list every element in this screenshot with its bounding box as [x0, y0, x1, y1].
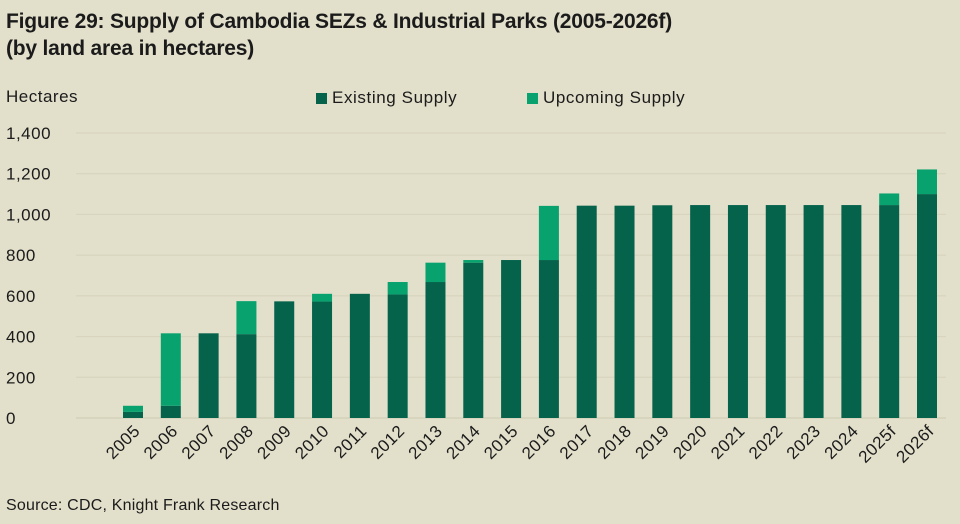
x-tick-label: 2010: [291, 421, 333, 463]
legend-label-upcoming: Upcoming Supply: [543, 88, 686, 107]
x-tick-label: 2007: [178, 421, 220, 463]
x-tick-label: 2011: [330, 421, 371, 462]
bar-upcoming: [236, 301, 257, 335]
bar-upcoming: [312, 293, 333, 302]
bar-existing: [803, 205, 824, 418]
y-tick-label: 0: [6, 409, 16, 428]
bar-existing: [274, 301, 295, 418]
x-tick-label: 2012: [367, 421, 409, 463]
bar-existing: [349, 293, 370, 418]
x-tick-label: 2018: [594, 421, 636, 463]
subtitle-line: (by land area in hectares): [6, 37, 255, 60]
bar-existing: [614, 205, 635, 418]
bar-existing: [841, 205, 862, 418]
y-axis-label: Hectares: [6, 87, 79, 106]
bar-upcoming: [538, 205, 559, 261]
legend-label-existing: Existing Supply: [332, 88, 458, 107]
bar-existing: [727, 205, 748, 418]
legend-existing: Existing Supply: [316, 88, 457, 108]
x-tick-label: 2026f: [893, 421, 938, 466]
x-tick-label: 2013: [405, 421, 447, 463]
source-note: Source: CDC, Knight Frank Research: [6, 497, 280, 514]
bar-upcoming: [425, 262, 446, 283]
bar-existing: [387, 294, 408, 418]
bar-upcoming: [463, 260, 484, 263]
x-tick-label: 2009: [253, 421, 295, 463]
bar-existing: [576, 205, 597, 418]
chart-title: Figure 29: Supply of Cambodia SEZs & Ind…: [6, 8, 672, 62]
legend-swatch-existing: [316, 92, 327, 104]
bar-upcoming: [387, 282, 408, 295]
x-tick-label: 2005: [102, 421, 144, 463]
y-tick-label: 400: [6, 328, 36, 347]
bar-upcoming: [879, 193, 900, 206]
bar-existing: [538, 260, 559, 418]
bar-existing: [917, 194, 937, 418]
legend-swatch-upcoming: [527, 92, 538, 104]
bar-existing: [501, 260, 522, 418]
bar-existing: [312, 301, 333, 418]
bar-existing: [236, 334, 257, 418]
x-tick-label: 2022: [745, 421, 787, 463]
bar-existing: [690, 205, 711, 418]
x-tick-label: 2025f: [855, 421, 900, 466]
x-tick-label: 2014: [443, 421, 485, 463]
y-tick-label: 200: [6, 368, 36, 387]
x-tick-label: 2015: [480, 421, 522, 463]
bar-existing: [652, 205, 673, 418]
y-tick-label: 1,400: [6, 124, 51, 143]
y-tick-label: 1,200: [6, 165, 51, 184]
bar-existing: [765, 205, 786, 418]
x-tick-label: 2006: [140, 421, 182, 463]
x-tick-label: 2020: [669, 421, 711, 463]
title-line: Figure 29: Supply of Cambodia SEZs & Ind…: [6, 10, 672, 33]
x-tick-label: 2023: [783, 421, 825, 463]
bar-existing: [123, 411, 143, 418]
x-tick-label: 2017: [556, 421, 598, 463]
bar-upcoming: [160, 333, 181, 406]
y-tick-label: 1,000: [6, 205, 51, 224]
x-tick-label: 2008: [216, 421, 258, 463]
x-tick-label: 2021: [707, 421, 749, 463]
x-tick-label: 2019: [632, 421, 674, 463]
y-tick-label: 800: [6, 246, 36, 265]
legend-upcoming: Upcoming Supply: [527, 88, 685, 108]
x-tick-label: 2024: [821, 421, 863, 463]
bar-existing: [879, 205, 900, 418]
bar-upcoming: [917, 169, 937, 195]
bar-upcoming: [123, 405, 143, 412]
bar-existing: [425, 282, 446, 418]
x-tick-label: 2016: [518, 421, 560, 463]
bar-existing: [198, 333, 219, 418]
bar-existing: [463, 262, 484, 418]
bar-existing: [160, 405, 181, 418]
y-tick-label: 600: [6, 287, 36, 306]
